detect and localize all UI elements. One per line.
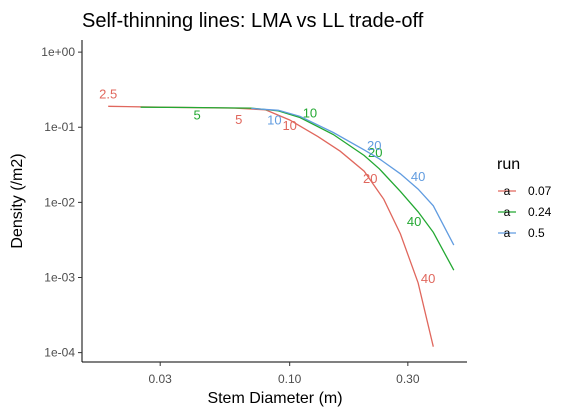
y-tick-label: 1e+00 — [41, 45, 75, 59]
legend-title: run — [497, 156, 520, 173]
point-label: 10 — [282, 118, 296, 133]
x-tick-label: 0.30 — [396, 372, 420, 386]
point-label: 10 — [267, 112, 281, 127]
y-tick-label: 1e-03 — [44, 270, 75, 284]
series-line-0.5 — [251, 107, 455, 246]
y-tick-label: 1e-02 — [44, 195, 75, 209]
series-line-0.07 — [108, 105, 434, 347]
point-label: 5 — [235, 112, 242, 127]
point-label: 5 — [194, 108, 201, 123]
chart-title: Self-thinning lines: LMA vs LL trade-off — [82, 10, 424, 32]
legend-label: 0.5 — [528, 226, 545, 240]
point-label: 20 — [363, 171, 377, 186]
plot-area: 2.5 5 10 20 40 5 10 20 40 10 20 40 — [99, 86, 455, 347]
x-tick-label: 0.10 — [278, 372, 302, 386]
series-line-0.24 — [140, 106, 455, 271]
x-tick-label: 0.03 — [149, 372, 173, 386]
legend-label: 0.24 — [528, 205, 552, 219]
point-label: 40 — [421, 271, 435, 286]
y-tick-label: 1e-04 — [44, 346, 75, 360]
legend-key-glyph: a — [504, 184, 511, 198]
legend: run a 0.07 a 0.24 a 0.5 — [497, 156, 552, 240]
point-label: 20 — [368, 145, 382, 160]
point-label: 10 — [303, 105, 317, 120]
point-label: 40 — [411, 169, 425, 184]
y-ticks: 1e-04 1e-03 1e-02 1e-01 1e+00 — [41, 45, 82, 360]
x-axis-title: Stem Diameter (m) — [207, 390, 342, 407]
legend-key-glyph: a — [504, 226, 511, 240]
legend-key-glyph: a — [504, 205, 511, 219]
point-label: 2.5 — [99, 86, 117, 101]
legend-label: 0.07 — [528, 184, 552, 198]
point-label: 40 — [407, 214, 421, 229]
point-label: 20 — [367, 138, 381, 153]
x-ticks: 0.03 0.10 0.30 — [149, 362, 420, 386]
y-axis-title: Density (/m2) — [9, 153, 26, 248]
y-tick-label: 1e-01 — [44, 120, 75, 134]
